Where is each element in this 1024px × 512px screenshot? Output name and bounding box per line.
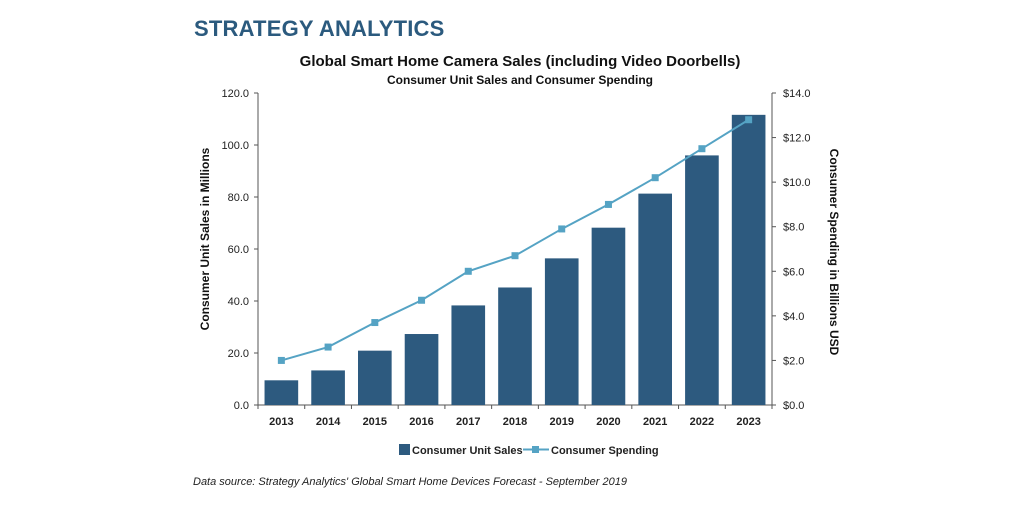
bar-2019 xyxy=(544,258,579,405)
right-tick-label: $8.0 xyxy=(783,222,804,234)
x-tick-label: 2017 xyxy=(456,416,480,428)
spending-point-2014 xyxy=(324,343,332,351)
source-note: Data source: Strategy Analytics' Global … xyxy=(193,476,627,488)
x-tick-label: 2021 xyxy=(643,416,667,428)
bar-2018 xyxy=(498,287,532,405)
left-tick-label: 20.0 xyxy=(228,348,249,360)
right-tick-label: $2.0 xyxy=(783,355,804,367)
brand-logo-text: STRATEGY ANALYTICS xyxy=(194,16,445,41)
chart-title: Global Smart Home Camera Sales (includin… xyxy=(300,53,741,70)
x-tick-label: 2013 xyxy=(269,416,293,428)
spending-point-2018 xyxy=(511,252,519,260)
spending-point-2017 xyxy=(464,267,472,275)
bar-2023 xyxy=(731,114,766,405)
legend-label-spending: Consumer Spending xyxy=(551,445,659,457)
spending-point-2023 xyxy=(745,116,753,124)
x-tick-label: 2022 xyxy=(690,416,714,428)
left-tick-label: 120.0 xyxy=(221,88,249,100)
right-axis-ticks: $0.0 $2.0 $4.0 $6.0 $8.0 $10.0 $12.0 $14.0 xyxy=(772,88,811,412)
left-tick-label: 60.0 xyxy=(228,244,249,256)
x-tick-label: 2016 xyxy=(409,416,433,428)
right-tick-label: $14.0 xyxy=(783,88,811,100)
bar-2020 xyxy=(591,227,626,405)
left-tick-label: 100.0 xyxy=(221,140,249,152)
bar-2017 xyxy=(451,305,486,405)
x-tick-label: 2015 xyxy=(363,416,387,428)
x-tick-label: 2019 xyxy=(549,416,573,428)
spending-point-2013 xyxy=(277,356,285,364)
bar-2013 xyxy=(264,380,299,405)
spending-point-2022 xyxy=(698,145,706,153)
bar-2015 xyxy=(358,350,392,405)
right-tick-label: $12.0 xyxy=(783,133,811,145)
right-tick-label: $4.0 xyxy=(783,311,804,323)
left-axis-title: Consumer Unit Sales in Millions xyxy=(198,147,212,330)
left-tick-label: 40.0 xyxy=(228,296,249,308)
bar-series xyxy=(264,114,766,405)
bar-2014 xyxy=(311,370,345,405)
x-tick-label: 2014 xyxy=(316,416,341,428)
left-axis-ticks: 0.0 20.0 40.0 60.0 80.0 100.0 120.0 xyxy=(221,88,258,412)
legend-bar-swatch xyxy=(399,444,410,455)
left-tick-label: 80.0 xyxy=(228,192,249,204)
bar-2016 xyxy=(404,334,439,405)
line-series xyxy=(277,116,753,364)
right-tick-label: $0.0 xyxy=(783,400,804,412)
x-tick-label: 2018 xyxy=(503,416,527,428)
x-tick-label: 2023 xyxy=(736,416,760,428)
spending-point-2020 xyxy=(604,200,612,208)
x-axis-ticks: 2013 2014 2015 2016 2017 2018 2019 2020 2021 2022… xyxy=(257,405,773,428)
spending-point-2015 xyxy=(371,319,379,327)
spending-point-2019 xyxy=(558,225,566,233)
right-tick-label: $6.0 xyxy=(783,266,804,278)
chart-subtitle: Consumer Unit Sales and Consumer Spendin… xyxy=(387,73,653,87)
legend-label-unit-sales: Consumer Unit Sales xyxy=(412,445,523,457)
x-tick-label: 2020 xyxy=(596,416,620,428)
bar-2022 xyxy=(685,155,719,405)
legend-line-marker xyxy=(532,446,539,453)
bar-2021 xyxy=(638,193,672,405)
spending-point-2021 xyxy=(651,174,659,182)
legend: Consumer Unit Sales Consumer Spending xyxy=(399,444,659,457)
right-axis-title: Consumer Spending in Billions USD xyxy=(827,149,841,356)
spending-point-2016 xyxy=(418,296,426,304)
left-tick-label: 0.0 xyxy=(234,400,249,412)
right-tick-label: $10.0 xyxy=(783,177,811,189)
